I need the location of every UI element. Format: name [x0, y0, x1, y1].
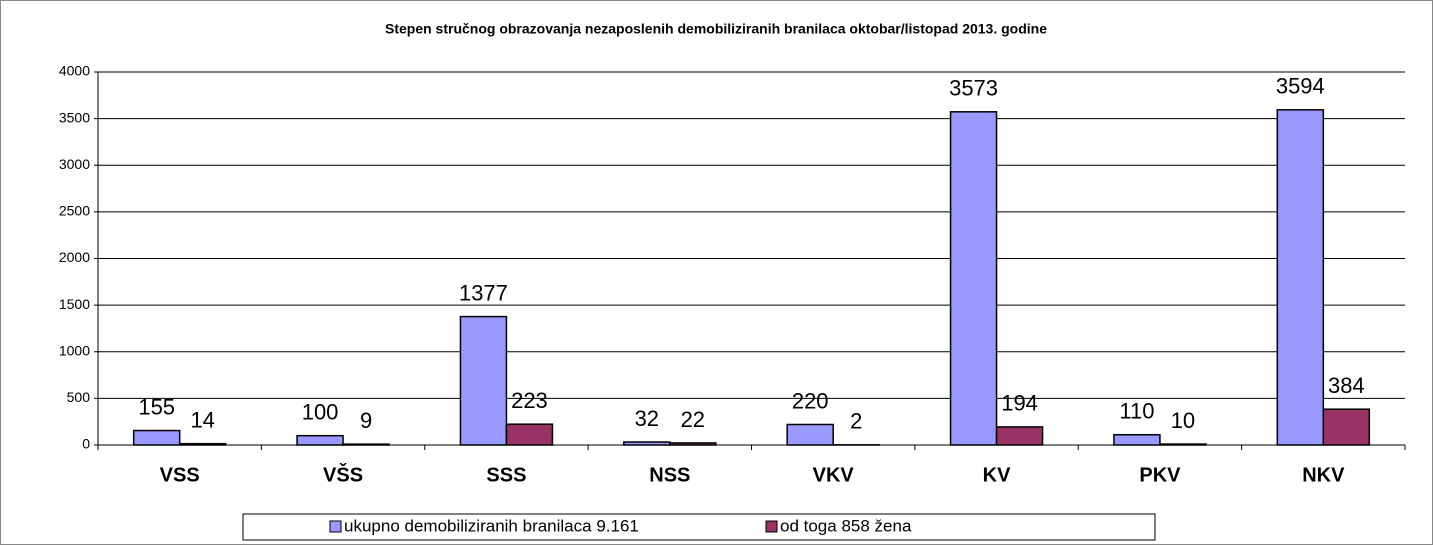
- data-label: 100: [302, 399, 339, 424]
- data-label: 3573: [949, 76, 998, 101]
- data-label: 10: [1171, 408, 1195, 433]
- y-tick-label: 0: [82, 436, 90, 452]
- legend-label: ukupno demobiliziranih branilaca 9.161: [344, 516, 639, 535]
- y-tick-label: 2500: [59, 203, 90, 219]
- data-label: 22: [681, 407, 705, 432]
- legend-label: od toga 858 žena: [780, 516, 912, 535]
- x-tick-label: PKV: [1139, 464, 1181, 486]
- y-tick-label: 3000: [59, 156, 90, 172]
- data-label: 32: [635, 406, 659, 431]
- data-label: 223: [511, 388, 548, 413]
- legend-box: [242, 513, 1156, 541]
- data-label: 14: [190, 408, 214, 433]
- data-label: 220: [792, 388, 829, 413]
- bar: [1276, 109, 1325, 446]
- bar: [995, 426, 1044, 446]
- y-tick-label: 2000: [59, 249, 90, 265]
- bar: [178, 442, 227, 446]
- data-label: 110: [1119, 399, 1154, 424]
- data-label: 2: [850, 409, 862, 434]
- bar: [459, 315, 508, 446]
- bar: [669, 442, 717, 446]
- y-tick-label: 1500: [59, 296, 90, 312]
- legend-swatch: [329, 520, 342, 533]
- x-tick-label: VKV: [813, 464, 855, 486]
- y-tick-label: 500: [67, 389, 91, 405]
- data-label: 1377: [459, 280, 508, 305]
- bar: [786, 423, 834, 446]
- x-tick-label: NSS: [649, 464, 690, 486]
- legend-swatch: [765, 520, 778, 533]
- x-tick-label: NKV: [1302, 464, 1345, 486]
- x-tick-label: SSS: [486, 464, 526, 486]
- bar: [1322, 408, 1371, 446]
- y-tick-label: 4000: [59, 63, 90, 79]
- data-label: 384: [1328, 373, 1365, 398]
- bar: [505, 423, 554, 446]
- data-label: 3594: [1276, 74, 1325, 99]
- x-tick-label: VSS: [160, 464, 200, 486]
- bar: [342, 443, 390, 446]
- bar: [623, 441, 671, 446]
- data-label: 155: [138, 394, 175, 419]
- bar: [1113, 433, 1161, 446]
- y-tick-label: 1000: [59, 342, 90, 358]
- bar: [296, 434, 344, 446]
- y-tick-label: 3500: [59, 109, 90, 125]
- data-label: 194: [1001, 391, 1038, 416]
- x-tick-label: VŠS: [323, 462, 363, 486]
- data-label: 9: [360, 408, 372, 433]
- chart-title: Stepen stručnog obrazovanja nezaposlenih…: [385, 21, 1047, 37]
- bar: [132, 429, 181, 446]
- bar: [949, 111, 998, 446]
- bar: [1159, 443, 1207, 446]
- x-tick-label: KV: [983, 464, 1011, 486]
